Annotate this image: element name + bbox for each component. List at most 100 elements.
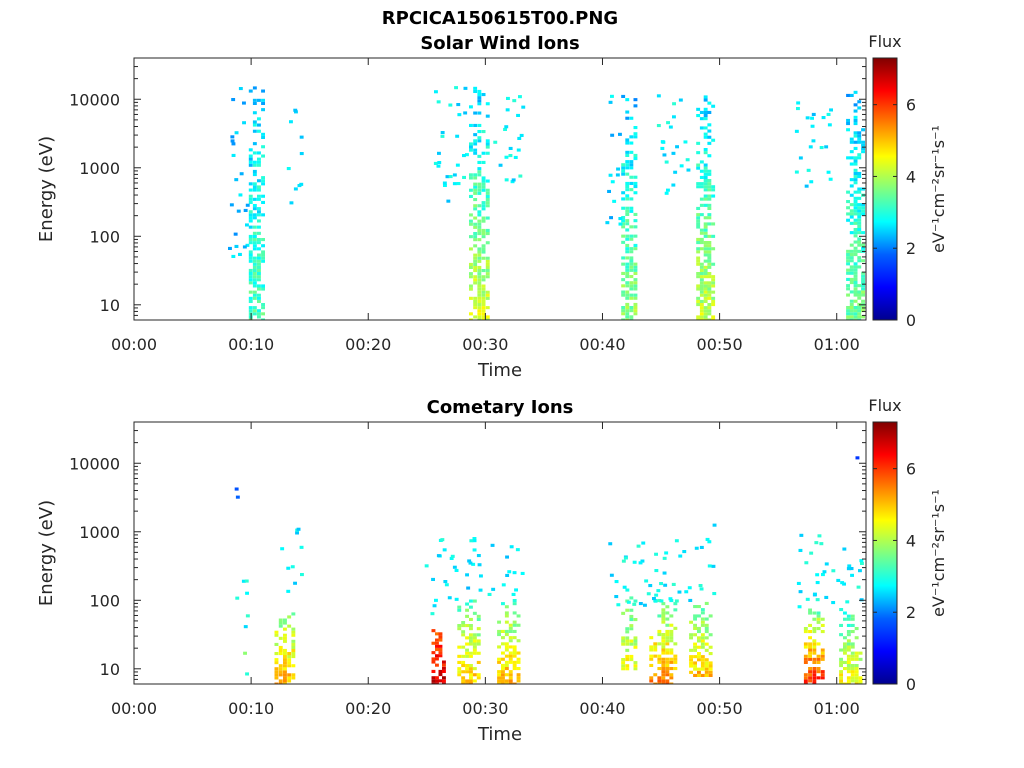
heatmap-cell [625, 250, 630, 254]
heatmap-cell [803, 630, 808, 634]
heatmap-cell [839, 679, 843, 683]
heatmap-cell [442, 682, 446, 684]
heatmap-cell [629, 160, 634, 164]
heatmap-cell [653, 654, 658, 658]
heatmap-cell [707, 169, 712, 173]
heatmap-cell [629, 618, 634, 622]
heatmap-cell [477, 287, 482, 291]
heatmap-cell [469, 617, 473, 621]
heatmap-cell [846, 271, 850, 275]
heatmap-cell [248, 210, 253, 214]
heatmap-cell [234, 131, 239, 135]
heatmap-cell [656, 124, 661, 128]
heatmap-cell [472, 645, 477, 649]
heatmap-cell [707, 216, 712, 220]
heatmap-cell [278, 618, 283, 622]
heatmap-cell [283, 636, 287, 640]
heatmap-cell [504, 178, 509, 182]
heatmap-cell [704, 658, 709, 662]
colorbar-tick-label: 4 [906, 167, 916, 186]
colorbar-solar-wind [872, 57, 898, 321]
heatmap-cell [671, 582, 676, 586]
heatmap-cell [699, 268, 704, 272]
heatmap-cell [487, 592, 492, 596]
heatmap-cell [849, 306, 854, 310]
heatmap-cell [696, 182, 701, 186]
heatmap-cell [840, 581, 845, 585]
heatmap-cell [614, 595, 619, 599]
heatmap-cell [257, 296, 261, 300]
heatmap-cell [803, 660, 808, 664]
heatmap-cell [515, 548, 520, 552]
heatmap-cell [504, 620, 509, 624]
heatmap-cell [245, 243, 250, 247]
heatmap-cell [481, 176, 486, 180]
heatmap-cell [693, 605, 697, 609]
heatmap-cell [703, 312, 708, 316]
heatmap-cell [497, 679, 501, 683]
heatmap-cell [632, 560, 637, 564]
heatmap-cell [621, 216, 626, 220]
heatmap-cell [708, 661, 713, 665]
heatmap-cell [485, 306, 490, 310]
heatmap-cell [291, 648, 296, 652]
heatmap-cell [703, 299, 708, 303]
heatmap-cell [481, 247, 486, 251]
heatmap-cell [625, 188, 630, 192]
heatmap-cell [485, 241, 490, 245]
heatmap-cell [485, 145, 490, 149]
heatmap-cell [625, 256, 630, 260]
heatmap-cell [699, 284, 704, 288]
heatmap-cell [625, 138, 630, 142]
heatmap-cell [707, 110, 712, 114]
heatmap-cell [687, 586, 692, 590]
heatmap-cell [857, 312, 862, 316]
heatmap-cell [431, 577, 435, 581]
heatmap-cell [625, 306, 630, 310]
heatmap-cell [861, 246, 865, 250]
heatmap-cell [707, 296, 712, 300]
heatmap-cell [700, 611, 705, 615]
heatmap-cell [696, 206, 701, 210]
heatmap-cell [248, 250, 253, 254]
heatmap-cell [293, 108, 298, 112]
heatmap-cell [839, 670, 843, 674]
heatmap-cell [633, 126, 638, 130]
heatmap-cell [248, 281, 253, 285]
heatmap-cell [846, 648, 851, 652]
heatmap-cell [477, 296, 482, 300]
heatmap-cell [278, 621, 283, 625]
heatmap-cell [248, 200, 253, 204]
heatmap-cell [846, 645, 851, 649]
colorbar-tick-label: 0 [906, 675, 916, 694]
heatmap-cell [478, 588, 483, 592]
heatmap-cell [618, 217, 623, 221]
heatmap-cell [252, 241, 257, 245]
heatmap-cell [816, 667, 821, 671]
heatmap-cell [477, 293, 482, 297]
heatmap-cell [839, 608, 844, 612]
heatmap-cell [696, 315, 701, 319]
heatmap-cell [504, 614, 509, 618]
heatmap-cell [711, 278, 716, 282]
heatmap-cell [257, 225, 261, 229]
heatmap-cell [857, 243, 862, 247]
heatmap-cell [693, 667, 697, 671]
heatmap-cell [689, 670, 693, 674]
heatmap-cell [261, 194, 265, 198]
heatmap-cell [665, 611, 670, 615]
heatmap-cell [649, 636, 654, 640]
heatmap-cell [853, 159, 858, 163]
heatmap-cell [693, 648, 697, 652]
heatmap-cell [278, 682, 283, 684]
heatmap-cell [850, 657, 855, 661]
heatmap-cell [703, 203, 708, 207]
heatmap-cell [621, 256, 626, 260]
heatmap-cell [511, 592, 516, 596]
heatmap-cell [711, 222, 716, 226]
heatmap-cell [497, 620, 501, 624]
heatmap-cell [846, 639, 851, 643]
heatmap-cell [816, 642, 821, 646]
heatmap-cell [278, 667, 283, 671]
heatmap-cell [442, 676, 446, 680]
